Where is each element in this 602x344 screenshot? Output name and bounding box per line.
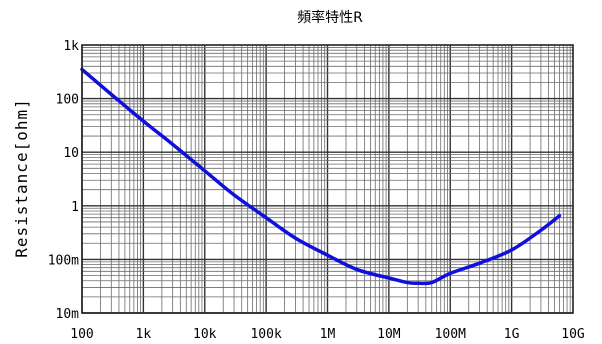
plot-frame [81,44,574,314]
y-tick-label: 1k [63,39,79,54]
x-tick-label: 100 [70,327,93,342]
y-tick-label: 100 [56,93,79,108]
grid [81,45,573,314]
x-tick-label: 100M [435,327,466,342]
x-tick-label: 100k [250,327,281,342]
x-tick-label: 1M [320,327,336,342]
series-line-resistance [80,67,562,286]
y-axis-label: Resistance[ohm] [12,98,31,258]
chart-title: 頻率特性R [297,9,363,26]
x-tick-label: 10k [193,327,217,342]
y-tick-labels: 10m 100m 1 10 100 1k [48,39,79,322]
x-tick-label: 1G [504,327,520,342]
x-tick-labels: 100 1k 10k 100k 1M 10M 100M 1G 10G [70,327,585,342]
y-tick-label: 1 [71,200,79,215]
y-tick-label: 100m [48,253,79,268]
y-tick-label: 10 [63,146,79,161]
x-tick-label: 10G [561,327,585,342]
x-tick-label: 10M [377,327,401,342]
x-tick-label: 1k [136,327,152,342]
y-tick-label: 10m [56,307,80,322]
